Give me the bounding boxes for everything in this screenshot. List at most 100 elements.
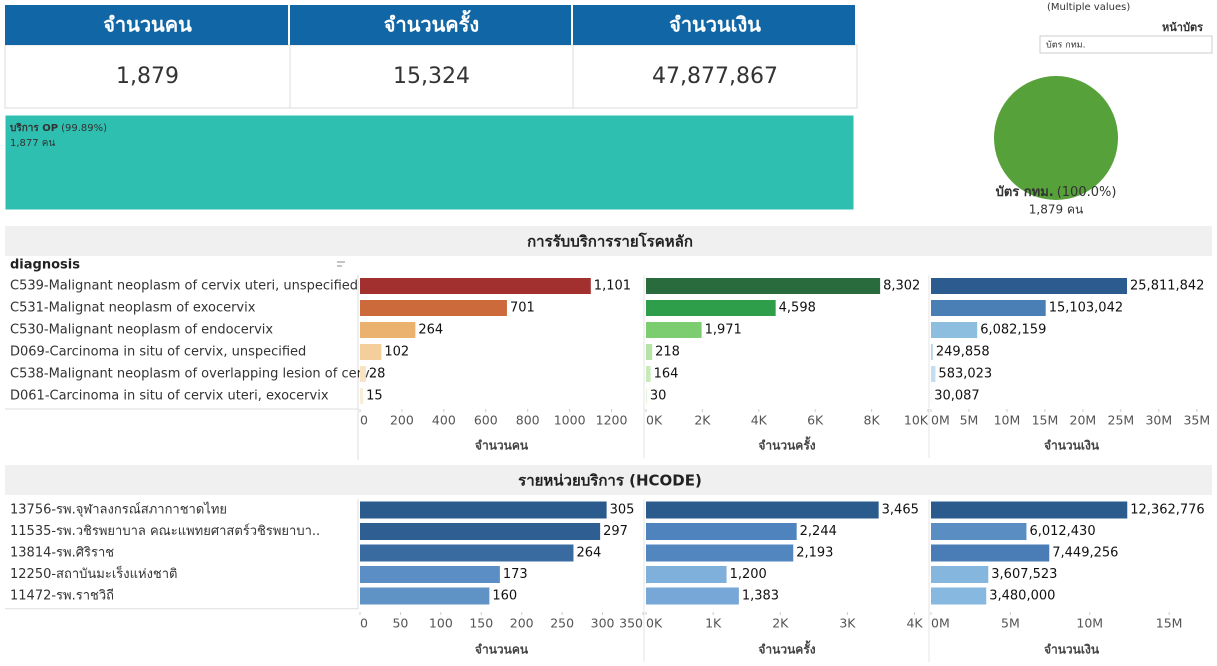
bar bbox=[646, 544, 794, 562]
bar-value-label: 30,087 bbox=[934, 389, 980, 404]
x-axis-label: จำนวนครั้ง bbox=[758, 436, 815, 453]
share-count: 1,877 คน bbox=[10, 138, 55, 149]
bar bbox=[646, 300, 776, 316]
x-tick-label: 350 bbox=[619, 616, 643, 631]
row-label: D069-Carcinoma in situ of cervix, unspec… bbox=[10, 345, 306, 360]
bar-value-label: 6,012,430 bbox=[1029, 524, 1095, 539]
pie-percent: (100.0%) bbox=[1057, 185, 1117, 200]
bar-value-label: 305 bbox=[610, 503, 635, 518]
bar-value-label: 160 bbox=[492, 589, 517, 604]
kpi-header bbox=[290, 5, 571, 45]
kpi-label: จำนวนเงิน bbox=[669, 13, 761, 37]
bar-value-label: 701 bbox=[510, 301, 535, 316]
share-name: บริการ OP bbox=[10, 122, 58, 134]
bar-value-label: 8,302 bbox=[883, 279, 920, 294]
bar-value-label: 218 bbox=[655, 345, 680, 360]
x-axis-label: จำนวนเงิน bbox=[1044, 643, 1100, 657]
x-tick-label: 10M bbox=[1076, 616, 1103, 631]
x-tick-label: 150 bbox=[469, 616, 493, 631]
bar-value-label: 1,971 bbox=[705, 323, 742, 338]
bar bbox=[931, 587, 987, 605]
filter-title: หน้าบัตร bbox=[1162, 21, 1203, 34]
bar bbox=[360, 344, 382, 360]
bar bbox=[360, 544, 574, 562]
x-tick-label: 3K bbox=[839, 616, 856, 631]
kpi-label: จำนวนครั้ง bbox=[384, 10, 479, 37]
bar-value-label: 1,383 bbox=[742, 589, 779, 604]
row-label: C531-Malignat neoplasm of exocervix bbox=[10, 301, 256, 316]
bar-value-label: 3,607,523 bbox=[991, 567, 1057, 582]
x-tick-label: 0 bbox=[360, 616, 368, 631]
bar-value-label: 15 bbox=[366, 389, 383, 404]
filter-box[interactable] bbox=[1039, 35, 1213, 54]
section-title-bar bbox=[5, 465, 1212, 495]
x-tick-label: 800 bbox=[516, 413, 540, 428]
bar bbox=[931, 366, 936, 382]
filter-item[interactable]: บัตร กทม. bbox=[1046, 41, 1085, 51]
row-label: D061-Carcinoma in situ of cervix uteri, … bbox=[10, 389, 329, 404]
kpi-value: 15,324 bbox=[393, 64, 470, 89]
kpi-label: จำนวนคน bbox=[103, 13, 192, 37]
bar bbox=[931, 300, 1046, 316]
x-axis-label: จำนวนเงิน bbox=[1044, 439, 1100, 453]
bar bbox=[931, 544, 1050, 562]
share-segment bbox=[853, 114, 856, 211]
bar-value-label: 164 bbox=[654, 367, 679, 382]
x-tick-label: 20M bbox=[1070, 413, 1097, 428]
x-tick-label: 35M bbox=[1183, 413, 1210, 428]
section-title: รายหน่วยบริการ (HCODE) bbox=[518, 472, 702, 490]
x-tick-label: 0M bbox=[931, 616, 950, 631]
row-label: 11472-รพ.ราชวิถี bbox=[10, 588, 114, 604]
bar-value-label: 4,598 bbox=[779, 301, 816, 316]
x-tick-label: 250 bbox=[550, 616, 574, 631]
bar bbox=[931, 278, 1128, 294]
kpi-header bbox=[573, 5, 855, 45]
bar bbox=[360, 388, 364, 404]
bar-value-label: 264 bbox=[418, 323, 443, 338]
share-percent: (99.89%) bbox=[61, 123, 107, 134]
x-tick-label: 0 bbox=[360, 413, 368, 428]
x-tick-label: 10M bbox=[994, 413, 1021, 428]
bar-value-label: 249,858 bbox=[936, 345, 990, 360]
row-header: diagnosis bbox=[10, 258, 80, 273]
filter-selection[interactable]: (Multiple values) bbox=[1047, 2, 1130, 13]
x-tick-label: 5M bbox=[960, 413, 979, 428]
x-tick-label: 10K bbox=[904, 413, 929, 428]
x-tick-label: 300 bbox=[591, 616, 615, 631]
kpi-value: 1,879 bbox=[116, 64, 179, 89]
bar-value-label: 6,082,159 bbox=[980, 323, 1046, 338]
bar bbox=[646, 501, 879, 519]
bar-value-label: 173 bbox=[503, 567, 528, 582]
bar-value-label: 1,101 bbox=[594, 279, 631, 294]
bar bbox=[931, 344, 933, 360]
row-label: 11535-รพ.วชิรพยาบาล คณะแพทยศาสตร์วชิรพยา… bbox=[10, 523, 320, 539]
section-title-bar bbox=[5, 226, 1212, 256]
x-tick-label: 4K bbox=[751, 413, 768, 428]
x-axis-label: จำนวนคน bbox=[475, 643, 529, 657]
row-label: C530-Malignant neoplasm of endocervix bbox=[10, 323, 273, 338]
x-tick-label: 30M bbox=[1145, 413, 1172, 428]
bar-value-label: 15,103,042 bbox=[1049, 301, 1123, 316]
bar bbox=[646, 366, 651, 382]
x-tick-label: 0K bbox=[646, 616, 663, 631]
bar-value-label: 2,193 bbox=[796, 546, 833, 561]
bar-value-label: 30 bbox=[650, 389, 667, 404]
bar-value-label: 28 bbox=[369, 367, 386, 382]
x-tick-label: 50 bbox=[392, 616, 408, 631]
x-tick-label: 100 bbox=[429, 616, 453, 631]
x-tick-label: 8K bbox=[864, 413, 881, 428]
bar bbox=[931, 322, 978, 338]
pie-count: 1,879 คน bbox=[1029, 203, 1083, 217]
row-label: 13756-รพ.จุฬาลงกรณ์สภากาชาดไทย bbox=[10, 502, 227, 518]
kpi-header bbox=[5, 5, 288, 45]
row-label: 13814-รพ.ศิริราช bbox=[10, 546, 114, 561]
bar bbox=[931, 566, 989, 583]
bar-value-label: 2,244 bbox=[800, 524, 837, 539]
bar bbox=[360, 587, 490, 605]
bar bbox=[646, 587, 739, 605]
section-title: การรับบริการรายโรคหลัก bbox=[527, 232, 693, 251]
bar bbox=[646, 523, 797, 540]
pie-category: บัตร กทม. bbox=[996, 185, 1054, 200]
bar bbox=[360, 278, 591, 294]
